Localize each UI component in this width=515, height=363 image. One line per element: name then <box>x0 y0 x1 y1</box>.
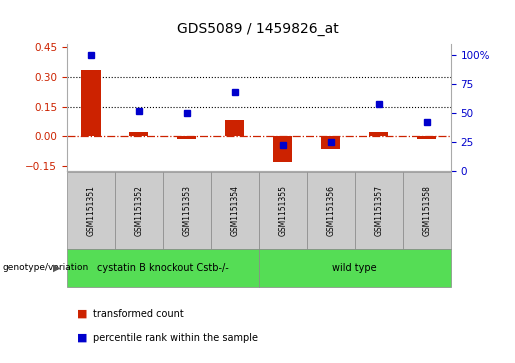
Text: ■: ■ <box>77 309 88 319</box>
Text: ▶: ▶ <box>53 263 61 273</box>
Text: ■: ■ <box>77 333 88 343</box>
Text: GSM1151356: GSM1151356 <box>326 185 335 236</box>
Text: genotype/variation: genotype/variation <box>3 263 89 272</box>
Text: transformed count: transformed count <box>93 309 183 319</box>
Text: GSM1151354: GSM1151354 <box>230 185 239 236</box>
Bar <box>321 136 340 149</box>
Text: GDS5089 / 1459826_at: GDS5089 / 1459826_at <box>177 22 338 36</box>
Text: GSM1151357: GSM1151357 <box>374 185 383 236</box>
Bar <box>129 132 148 136</box>
Text: GSM1151353: GSM1151353 <box>182 185 192 236</box>
Bar <box>369 132 388 136</box>
Bar <box>225 121 245 136</box>
Text: GSM1151352: GSM1151352 <box>134 185 143 236</box>
Bar <box>417 136 436 139</box>
Text: GSM1151351: GSM1151351 <box>87 185 95 236</box>
Bar <box>177 136 196 139</box>
Text: cystatin B knockout Cstb-/-: cystatin B knockout Cstb-/- <box>97 263 229 273</box>
Text: wild type: wild type <box>332 263 377 273</box>
Text: percentile rank within the sample: percentile rank within the sample <box>93 333 258 343</box>
Text: GSM1151358: GSM1151358 <box>422 185 431 236</box>
Bar <box>81 70 100 136</box>
Bar <box>273 136 293 162</box>
Text: GSM1151355: GSM1151355 <box>278 185 287 236</box>
